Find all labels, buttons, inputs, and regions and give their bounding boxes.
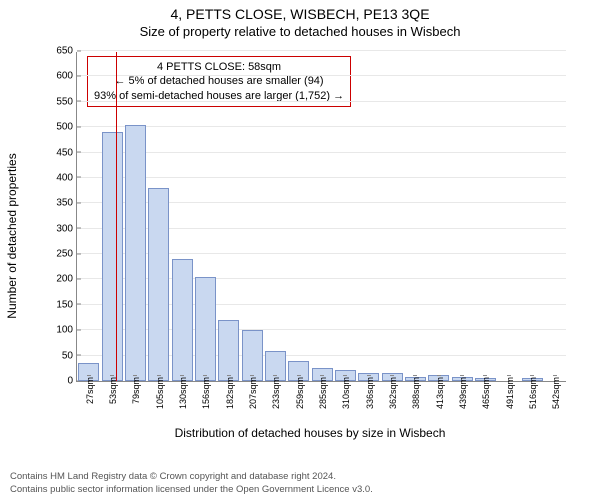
x-tick: 542sqm	[551, 377, 561, 409]
y-tick: 450	[56, 147, 77, 158]
x-tick: 285sqm	[318, 377, 328, 409]
callout-line2: ← 5% of detached houses are smaller (94)	[94, 74, 344, 88]
x-tick: 105sqm	[155, 377, 165, 409]
x-tick: 413sqm	[435, 377, 445, 409]
x-tick: 156sqm	[201, 377, 211, 409]
x-tick: 207sqm	[248, 377, 258, 409]
gridline	[77, 101, 566, 102]
y-tick: 0	[67, 376, 77, 387]
x-tick: 516sqm	[528, 377, 538, 409]
x-tick: 491sqm	[505, 377, 515, 409]
histogram-bar	[102, 132, 123, 381]
histogram-bar	[172, 259, 193, 381]
histogram-bar	[242, 330, 263, 381]
x-tick: 310sqm	[341, 377, 351, 409]
plot-area: 4 PETTS CLOSE: 58sqm ← 5% of detached ho…	[76, 52, 566, 382]
histogram-bar	[195, 277, 216, 381]
gridline	[77, 126, 566, 127]
y-tick: 300	[56, 223, 77, 234]
histogram-bar	[218, 320, 239, 381]
gridline	[77, 177, 566, 178]
x-tick: 130sqm	[178, 377, 188, 409]
y-tick: 150	[56, 299, 77, 310]
x-tick: 439sqm	[458, 377, 468, 409]
page-address: 4, PETTS CLOSE, WISBECH, PE13 3QE	[0, 0, 600, 22]
y-tick: 50	[62, 350, 77, 361]
page-subtitle: Size of property relative to detached ho…	[0, 22, 600, 39]
y-tick: 250	[56, 249, 77, 260]
y-axis-label: Number of detached properties	[5, 153, 19, 318]
x-tick: 336sqm	[365, 377, 375, 409]
x-tick: 182sqm	[225, 377, 235, 409]
footer-line1: Contains HM Land Registry data © Crown c…	[10, 471, 590, 483]
x-tick: 27sqm	[85, 377, 95, 404]
gridline	[77, 75, 566, 76]
x-tick: 233sqm	[271, 377, 281, 409]
y-tick: 100	[56, 325, 77, 336]
gridline	[77, 50, 566, 51]
callout-box: 4 PETTS CLOSE: 58sqm ← 5% of detached ho…	[87, 56, 351, 107]
histogram-bar	[148, 188, 169, 381]
x-tick: 259sqm	[295, 377, 305, 409]
histogram-bar	[125, 125, 146, 381]
x-tick: 465sqm	[481, 377, 491, 409]
x-axis-label: Distribution of detached houses by size …	[40, 426, 580, 440]
y-tick: 400	[56, 172, 77, 183]
x-tick: 388sqm	[411, 377, 421, 409]
histogram-chart: Number of detached properties 4 PETTS CL…	[40, 46, 580, 426]
x-tick: 362sqm	[388, 377, 398, 409]
y-tick: 550	[56, 96, 77, 107]
footer-line2: Contains public sector information licen…	[10, 484, 590, 496]
property-marker-line	[116, 52, 117, 381]
attribution-footer: Contains HM Land Registry data © Crown c…	[0, 471, 600, 496]
gridline	[77, 152, 566, 153]
y-tick: 650	[56, 46, 77, 57]
x-tick: 53sqm	[108, 377, 118, 404]
y-tick: 500	[56, 122, 77, 133]
callout-line1: 4 PETTS CLOSE: 58sqm	[94, 60, 344, 74]
y-tick: 600	[56, 71, 77, 82]
y-tick: 200	[56, 274, 77, 285]
y-tick: 350	[56, 198, 77, 209]
x-tick: 79sqm	[131, 377, 141, 404]
